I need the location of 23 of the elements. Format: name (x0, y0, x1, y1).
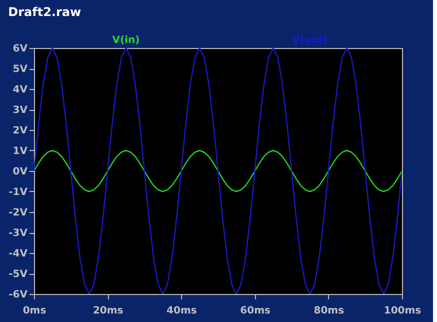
x-tick-label: 0ms (22, 306, 46, 316)
y-tick-label: 6V (12, 44, 28, 54)
text: V(in) (112, 35, 140, 46)
y-tick-label: 0V (12, 166, 28, 178)
y-tick-label: -5V (8, 269, 28, 280)
x-tick-label: 60ms (240, 306, 270, 316)
y-tick-label: 4V (12, 84, 28, 96)
y-tick-label: -3V (8, 228, 28, 239)
x-tick-label: 100ms (384, 306, 422, 316)
series-label: V(out) (292, 35, 328, 46)
x-tick-label: 80ms (314, 306, 344, 316)
y-tick-label: -2V (8, 208, 28, 218)
x-tick-label: 40ms (166, 306, 197, 316)
y-tick-label: 1V (12, 146, 28, 157)
chart-title: Draft2.raw (8, 5, 82, 19)
line-series (34, 150, 402, 192)
y-tick-label: 3V (12, 105, 28, 116)
y-tick-label: -6V (8, 290, 28, 300)
y-tick-label: 5V (12, 64, 28, 75)
y-tick-label: -4V (8, 248, 28, 260)
y-tick-label: -1V (8, 187, 28, 198)
y-tick-label: 2V (12, 126, 28, 136)
x-tick-label: 20ms (92, 306, 124, 316)
